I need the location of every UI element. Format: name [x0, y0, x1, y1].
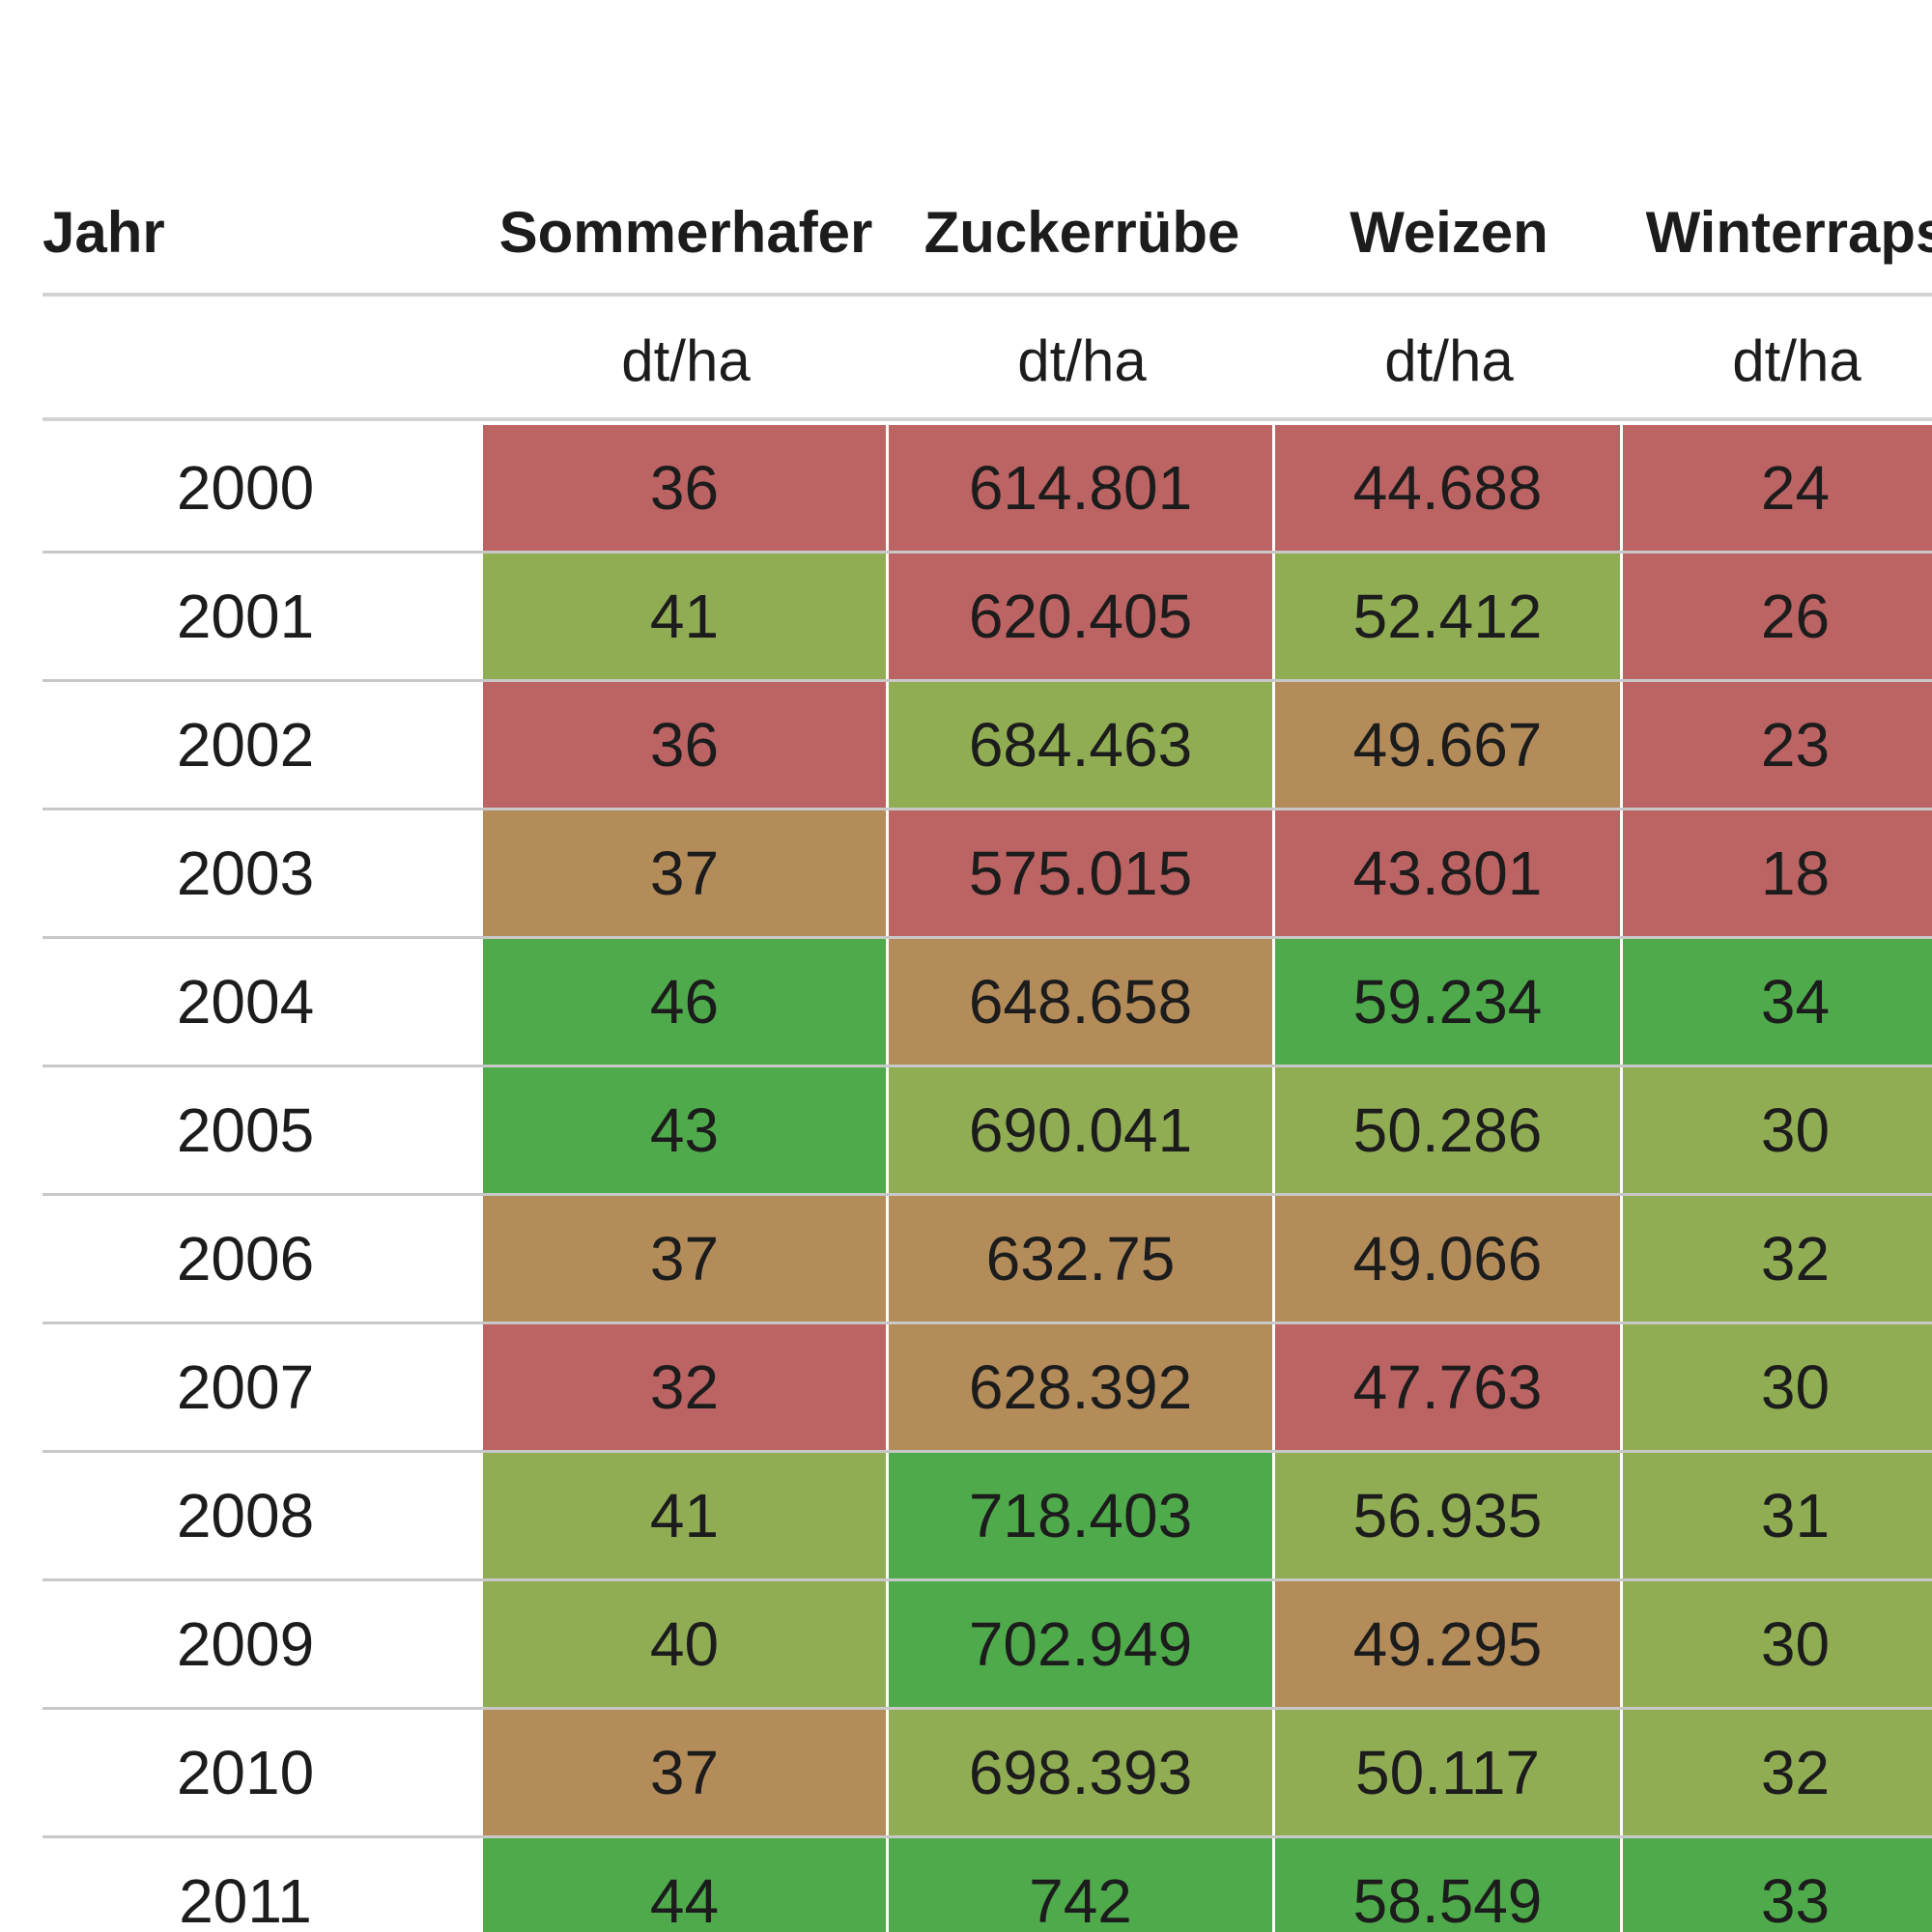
table-row: 2011 44 742 58.549 33 — [43, 1838, 1932, 1932]
value-cell-zuckerrübe: 684.463 — [889, 682, 1272, 808]
value-cell-zuckerrübe: 690.041 — [889, 1067, 1272, 1193]
year-cell: 2008 — [176, 1481, 315, 1550]
value-cell-sommerhafer: 37 — [483, 1196, 886, 1321]
year-cell: 2011 — [179, 1866, 312, 1932]
value-cell-winterraps: 32 — [1623, 1710, 1932, 1835]
year-cell: 2006 — [176, 1224, 315, 1293]
unit-divider — [43, 417, 1932, 421]
year-cell: 2005 — [176, 1095, 315, 1165]
value-cell-sommerhafer: 37 — [483, 810, 886, 936]
row-divider — [43, 1578, 1932, 1581]
value-cell-winterraps: 26 — [1623, 554, 1932, 679]
value-cell-sommerhafer: 43 — [483, 1067, 886, 1193]
value-cell-zuckerrübe: 628.392 — [889, 1324, 1272, 1450]
unit-label: dt/ha — [1017, 327, 1147, 393]
value-cell-sommerhafer: 46 — [483, 939, 886, 1065]
table-row: 2008 41 718.403 56.935 31 — [43, 1453, 1932, 1578]
value-cell-zuckerrübe: 620.405 — [889, 554, 1272, 679]
value-cell-weizen: 44.688 — [1275, 425, 1620, 551]
value-cell-winterraps: 30 — [1623, 1067, 1932, 1193]
row-divider — [43, 808, 1932, 810]
value-cell-zuckerrübe: 575.015 — [889, 810, 1272, 936]
table-row: 2001 41 620.405 52.412 26 — [43, 554, 1932, 679]
unit-row: dt/ha dt/ha dt/ha dt/ha — [43, 299, 1932, 421]
table-row: 2002 36 684.463 49.667 23 — [43, 682, 1932, 808]
year-cell: 2010 — [176, 1738, 315, 1807]
table-row: 2004 46 648.658 59.234 34 — [43, 939, 1932, 1065]
table-row: 2010 37 698.393 50.117 32 — [43, 1710, 1932, 1835]
year-cell: 2007 — [176, 1352, 315, 1422]
column-header-winterraps: Winterraps — [1645, 199, 1932, 265]
value-cell-sommerhafer: 44 — [483, 1838, 886, 1932]
value-cell-winterraps: 34 — [1623, 939, 1932, 1065]
row-divider — [43, 679, 1932, 682]
value-cell-winterraps: 24 — [1623, 425, 1932, 551]
value-cell-weizen: 49.295 — [1275, 1581, 1620, 1707]
row-divider — [43, 1707, 1932, 1710]
value-cell-weizen: 43.801 — [1275, 810, 1620, 936]
row-divider — [43, 936, 1932, 939]
row-divider — [43, 1065, 1932, 1067]
value-cell-winterraps: 31 — [1623, 1453, 1932, 1578]
unit-label: dt/ha — [621, 327, 751, 393]
table-row: 2007 32 628.392 47.763 30 — [43, 1324, 1932, 1450]
year-cell: 2001 — [176, 582, 315, 651]
value-cell-weizen: 50.117 — [1275, 1710, 1620, 1835]
value-cell-winterraps: 32 — [1623, 1196, 1932, 1321]
value-cell-weizen: 58.549 — [1275, 1838, 1620, 1932]
table-row: 2003 37 575.015 43.801 18 — [43, 810, 1932, 936]
column-header-zuckerrübe: Zuckerrübe — [923, 199, 1240, 265]
table-row: 2006 37 632.75 49.066 32 — [43, 1196, 1932, 1321]
column-header-sommerhafer: Sommerhafer — [498, 199, 873, 265]
value-cell-weizen: 49.667 — [1275, 682, 1620, 808]
column-header-weizen: Weizen — [1350, 199, 1548, 265]
row-divider — [43, 1835, 1932, 1838]
year-cell: 2009 — [176, 1609, 315, 1679]
year-cell: 2000 — [176, 453, 315, 523]
value-cell-weizen: 50.286 — [1275, 1067, 1620, 1193]
row-divider — [43, 551, 1932, 554]
value-cell-zuckerrübe: 698.393 — [889, 1710, 1272, 1835]
value-cell-sommerhafer: 36 — [483, 425, 886, 551]
value-cell-winterraps: 23 — [1623, 682, 1932, 808]
value-cell-sommerhafer: 36 — [483, 682, 886, 808]
value-cell-weizen: 47.763 — [1275, 1324, 1620, 1450]
value-cell-weizen: 49.066 — [1275, 1196, 1620, 1321]
value-cell-winterraps: 18 — [1623, 810, 1932, 936]
row-divider — [43, 1321, 1932, 1324]
column-header-jahr: Jahr — [43, 199, 165, 265]
value-cell-sommerhafer: 37 — [483, 1710, 886, 1835]
value-cell-winterraps: 30 — [1623, 1324, 1932, 1450]
value-cell-zuckerrübe: 648.658 — [889, 939, 1272, 1065]
value-cell-winterraps: 33 — [1623, 1838, 1932, 1932]
value-cell-weizen: 52.412 — [1275, 554, 1620, 679]
row-divider — [43, 1193, 1932, 1196]
value-cell-sommerhafer: 40 — [483, 1581, 886, 1707]
value-cell-zuckerrübe: 718.403 — [889, 1453, 1272, 1578]
value-cell-zuckerrübe: 614.801 — [889, 425, 1272, 551]
year-cell: 2002 — [176, 710, 315, 780]
value-cell-winterraps: 30 — [1623, 1581, 1932, 1707]
value-cell-zuckerrübe: 632.75 — [889, 1196, 1272, 1321]
unit-label: dt/ha — [1732, 327, 1861, 393]
row-divider — [43, 1450, 1932, 1453]
value-cell-zuckerrübe: 742 — [889, 1838, 1272, 1932]
yield-table: Jahr Sommerhafer Zuckerrübe Weizen Winterrap… — [43, 0, 1932, 1932]
value-cell-sommerhafer: 32 — [483, 1324, 886, 1450]
header-row: Jahr Sommerhafer Zuckerrübe Weizen Winterrap… — [43, 174, 1932, 290]
table-row: 2005 43 690.041 50.286 30 — [43, 1067, 1932, 1193]
value-cell-weizen: 56.935 — [1275, 1453, 1620, 1578]
year-cell: 2004 — [176, 967, 315, 1037]
year-cell: 2003 — [176, 838, 315, 908]
value-cell-sommerhafer: 41 — [483, 1453, 886, 1578]
value-cell-weizen: 59.234 — [1275, 939, 1620, 1065]
unit-label: dt/ha — [1384, 327, 1514, 393]
table-row: 2009 40 702.949 49.295 30 — [43, 1581, 1932, 1707]
header-divider — [43, 293, 1932, 297]
value-cell-sommerhafer: 41 — [483, 554, 886, 679]
table-row: 2000 36 614.801 44.688 24 — [43, 425, 1932, 551]
value-cell-zuckerrübe: 702.949 — [889, 1581, 1272, 1707]
